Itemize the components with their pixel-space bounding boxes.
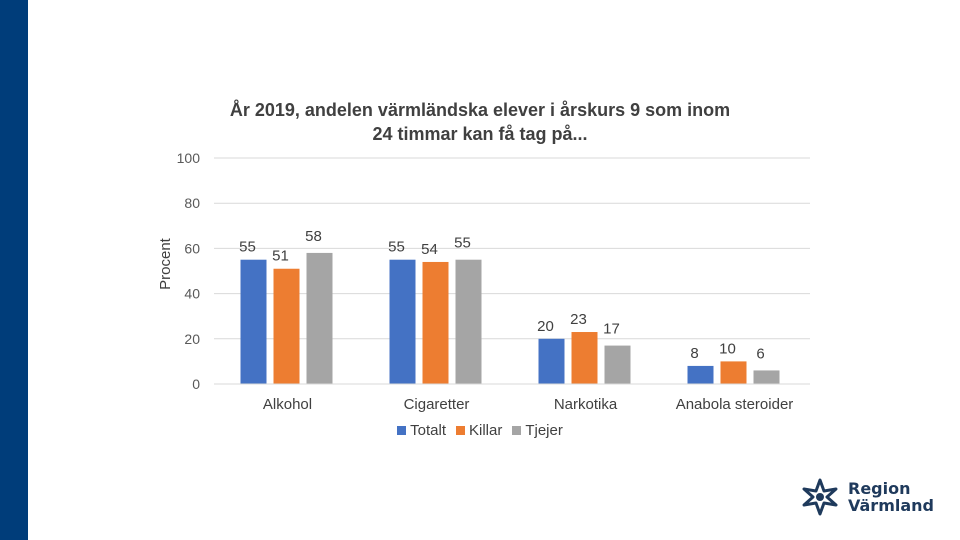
y-tick-label: 20	[184, 331, 200, 347]
y-tick-label: 60	[184, 240, 200, 256]
bar-tjejer	[604, 345, 631, 384]
data-label: 17	[603, 321, 620, 338]
legend-label: Tjejer	[525, 422, 563, 439]
bar-totalt	[389, 259, 416, 384]
legend-item: Totalt	[397, 422, 446, 439]
data-label: 55	[388, 239, 405, 256]
y-tick-label: 80	[184, 195, 200, 211]
legend-item: Killar	[456, 422, 502, 439]
data-label: 6	[756, 345, 764, 362]
legend-item: Tjejer	[512, 422, 563, 439]
legend-swatch	[456, 426, 465, 435]
y-tick-label: 40	[184, 286, 200, 302]
logo-line2: Värmland	[848, 496, 934, 515]
region-varmland-logo: Region Värmland	[800, 474, 940, 520]
side-accent-bar	[0, 0, 28, 540]
x-category-label: Alkohol	[263, 396, 312, 413]
bar-tjejer	[455, 259, 482, 384]
data-label: 55	[239, 239, 256, 256]
data-label: 23	[570, 311, 587, 328]
chart-title-line1: År 2019, andelen värmländska elever i år…	[229, 100, 731, 120]
x-category-label: Narkotika	[554, 396, 618, 413]
legend-swatch	[512, 426, 522, 435]
chart-title-line2: 24 timmar kan få tag på...	[372, 124, 588, 144]
logo-wordmark: Region Värmland	[848, 480, 934, 514]
bar-killar	[422, 261, 449, 384]
data-label: 58	[305, 228, 322, 245]
data-label: 10	[719, 340, 736, 357]
bar-tjejer	[306, 252, 333, 384]
data-label: 8	[690, 345, 698, 362]
data-label: 20	[537, 318, 554, 335]
data-label: 55	[454, 235, 471, 252]
y-tick-label: 0	[192, 376, 200, 392]
legend-label: Killar	[469, 422, 503, 439]
logo-line1: Region	[848, 479, 911, 498]
bar-killar	[273, 268, 300, 384]
bar-totalt	[538, 338, 565, 384]
x-category-label: Anabola steroider	[676, 396, 794, 413]
bar-killar	[571, 332, 598, 384]
chart-title: År 2019, andelen värmländska elever i år…	[180, 98, 780, 146]
bar-totalt	[687, 365, 714, 384]
bar-tjejer	[753, 370, 780, 384]
data-label: 54	[421, 241, 438, 258]
legend-swatch	[397, 426, 407, 435]
x-category-label: Cigaretter	[404, 396, 470, 413]
data-label: 51	[272, 248, 289, 265]
bar-totalt	[240, 259, 267, 384]
bar-killar	[720, 361, 747, 384]
flower-star-icon	[802, 478, 838, 516]
chart-legend: Totalt Killar Tjejer	[0, 422, 960, 439]
y-axis-label: Procent	[157, 237, 174, 290]
legend-label: Totalt	[410, 422, 446, 439]
y-tick-label: 100	[177, 150, 201, 166]
